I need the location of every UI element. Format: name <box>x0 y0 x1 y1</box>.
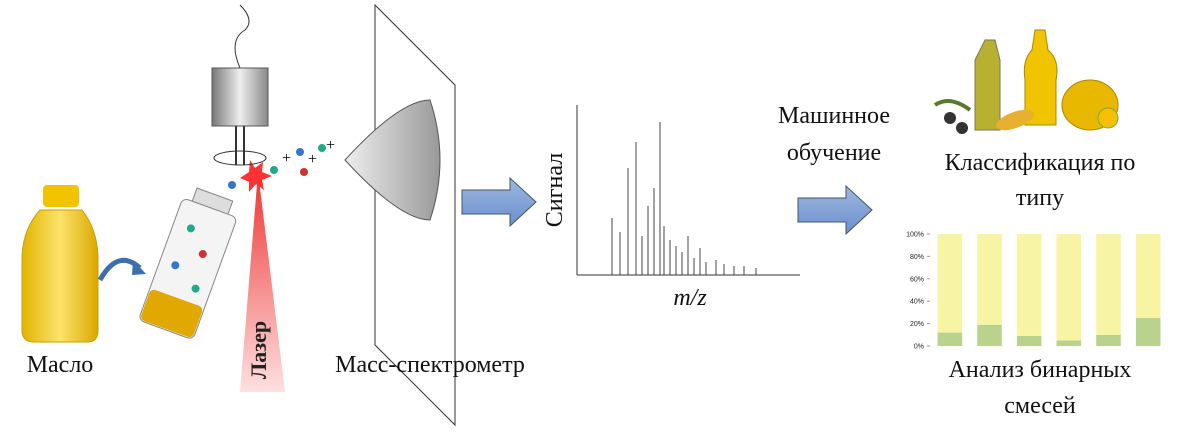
ion <box>171 261 180 270</box>
bar-segment <box>1016 234 1042 336</box>
ion <box>296 148 304 156</box>
ion <box>228 181 236 189</box>
corn <box>996 109 1034 131</box>
mixture-chart: 0%20%40%60%80%100%1219951025 <box>906 232 1161 351</box>
y-tick-label: 40% <box>910 299 924 306</box>
classification-label: Классификация по <box>945 150 1136 176</box>
wire <box>234 4 250 69</box>
bar-segment <box>937 234 963 333</box>
laser-beam <box>240 172 285 392</box>
bar-segment <box>977 324 1002 346</box>
vial <box>139 187 237 339</box>
electrode <box>211 67 269 127</box>
oil-bottle <box>974 39 1001 131</box>
mixtures-label: Анализ бинарных <box>949 357 1132 383</box>
y-tick-label: 100% <box>906 232 924 239</box>
oil-bottle <box>1023 29 1058 126</box>
bottle-cap <box>43 185 79 207</box>
spectrum-x-label: m/z <box>673 285 707 311</box>
bar-segment <box>937 332 963 346</box>
arrow <box>461 176 537 228</box>
olive-leaf <box>933 99 972 112</box>
sunflower <box>1097 107 1119 129</box>
spectrum-y-label: Сигнал <box>542 153 568 227</box>
ion <box>270 166 278 174</box>
bar-segment <box>1135 318 1161 346</box>
bar-segment <box>1056 234 1082 341</box>
ion <box>318 144 326 152</box>
ion <box>300 168 308 176</box>
oil-label: Масло <box>27 352 94 378</box>
laser-spot <box>240 160 272 192</box>
laser-label: Лазер <box>246 321 271 379</box>
arrow <box>797 184 873 236</box>
mass-spec-label: Масс-спектрометр <box>335 352 525 378</box>
bar-segment <box>1096 234 1121 335</box>
bar-segment <box>977 234 1002 325</box>
bottle <box>21 209 99 343</box>
y-tick-label: 20% <box>910 321 924 328</box>
olive <box>956 122 968 134</box>
y-tick-label: 80% <box>910 254 924 261</box>
plus: + <box>308 151 317 168</box>
bar-segment <box>1056 340 1082 346</box>
bar-segment <box>1016 335 1042 346</box>
spectrum-peaks <box>611 122 757 275</box>
vial-oil <box>141 289 203 338</box>
ml-label: Машинное <box>778 103 890 129</box>
bar-segment <box>1135 234 1161 318</box>
ion <box>186 224 195 233</box>
bar-segment <box>1096 334 1121 346</box>
olive <box>944 112 956 124</box>
classification-label: типу <box>1016 185 1064 211</box>
cone <box>344 99 441 221</box>
rotation <box>213 150 267 166</box>
ion <box>198 250 207 259</box>
mixtures-label: смесей <box>1004 393 1076 419</box>
plus: + <box>282 150 291 167</box>
y-tick-label: 0% <box>914 344 924 351</box>
plus: + <box>326 137 335 154</box>
ml-label: обучение <box>787 140 881 166</box>
y-tick-label: 60% <box>910 276 924 283</box>
ion <box>191 284 200 293</box>
curved-arrow-head <box>132 260 146 275</box>
